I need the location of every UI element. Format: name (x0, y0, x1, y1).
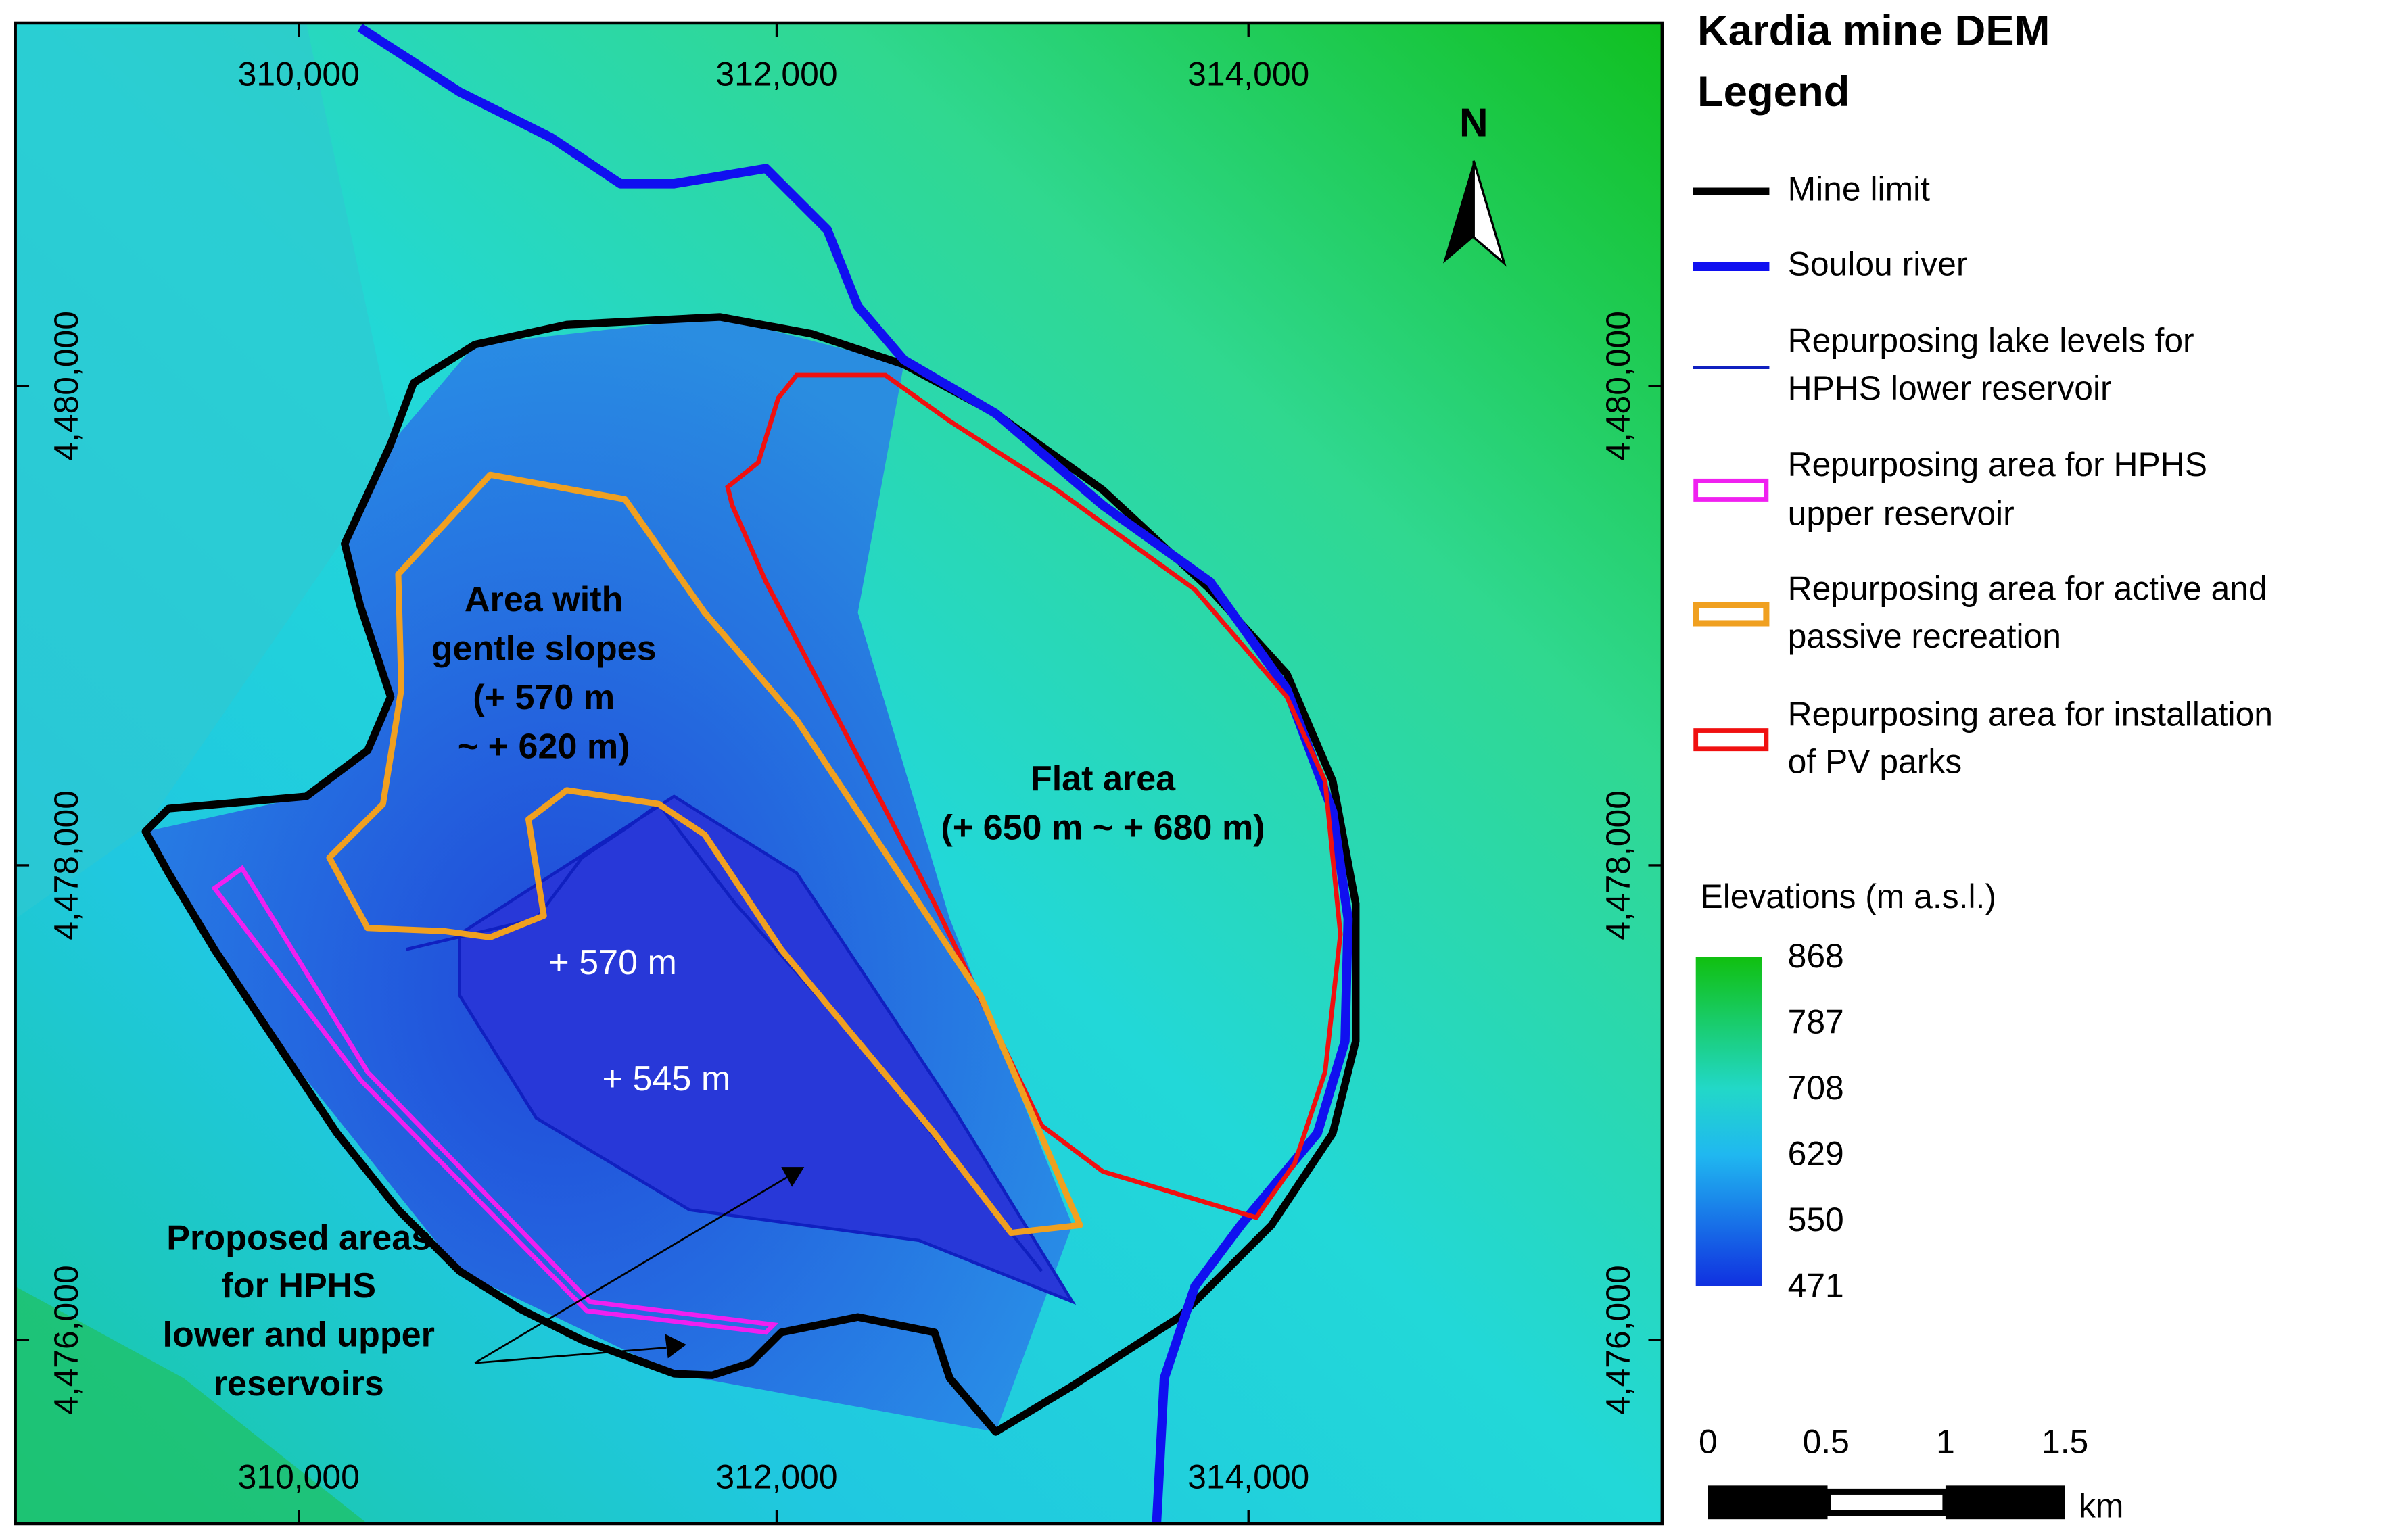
scale-unit: km (2079, 1487, 2123, 1524)
soulou-river (357, 24, 1353, 1524)
colorbar-label: 550 (1788, 1201, 1844, 1238)
legend-label: Repurposing area for installation (1788, 695, 2273, 733)
x-tick-label: 312,000 (715, 55, 837, 93)
map-annotation: Flat area (1031, 759, 1176, 798)
y-tick-label: 4,480,000 (47, 311, 85, 461)
x-tick-label: 310,000 (238, 1458, 360, 1495)
legend-swatch (1693, 478, 1769, 502)
colorbar-label: 629 (1788, 1134, 1844, 1172)
annotation-arrow (475, 1347, 667, 1364)
scale-label: 0 (1699, 1422, 1718, 1460)
scale-label: 1 (1936, 1422, 1955, 1460)
map-annotation: for HPHS (221, 1266, 376, 1305)
legend-label: upper reservoir (1788, 495, 2015, 533)
legend-label: passive recreation (1788, 617, 2061, 655)
legend-label: Repurposing area for HPHS (1788, 446, 2207, 483)
legend-label: Repurposing area for active and (1788, 570, 2267, 608)
mine-limit (141, 313, 1360, 1436)
annotation-arrow (474, 1175, 790, 1364)
north-label: N (1459, 101, 1488, 145)
map-annotation: Area with (465, 580, 623, 619)
dem-southwest (15, 1286, 368, 1524)
map-annotation: + 545 m (603, 1059, 731, 1099)
lake-level-line (458, 794, 1077, 1305)
x-tick-label: 310,000 (238, 55, 360, 93)
pv-parks-area (725, 372, 1343, 1220)
colorbar-label: 471 (1788, 1266, 1844, 1304)
scale-bar-segment (1708, 1485, 1828, 1520)
legend-swatch (1693, 728, 1769, 752)
colorbar-label: 868 (1788, 937, 1844, 975)
y-tick-label: 4,478,000 (1599, 790, 1637, 940)
legend-label: Soulou river (1788, 245, 1968, 283)
dem-west (15, 22, 398, 919)
y-tick-label: 4,476,000 (47, 1265, 85, 1415)
legend-title: Legend (1697, 68, 1850, 116)
colorbar-label: 787 (1788, 1003, 1844, 1041)
y-tick-label: 4,478,000 (47, 790, 85, 940)
pit-bottom (459, 796, 1073, 1302)
colorbar-label: 708 (1788, 1069, 1844, 1107)
y-tick-label: 4,480,000 (1599, 311, 1637, 461)
scale-label: 1.5 (2042, 1422, 2088, 1460)
map-annotation: (+ 570 m (473, 678, 615, 717)
x-tick-label: 312,000 (715, 1458, 837, 1495)
map-annotation: ~ + 620 m) (458, 727, 630, 767)
north-arrow (1472, 160, 1507, 267)
x-tick-label: 314,000 (1187, 55, 1309, 93)
map-annotation: Proposed areas (166, 1219, 431, 1258)
legend-swatch (1693, 602, 1770, 627)
y-tick-label: 4,476,000 (1599, 1265, 1637, 1415)
legend-label: HPHS lower reservoir (1788, 369, 2112, 407)
map-frame (14, 21, 1664, 1526)
legend-title: Kardia mine DEM (1697, 7, 2050, 55)
legend-label: of PV parks (1788, 743, 1962, 781)
map-annotation: reservoirs (214, 1364, 384, 1403)
legend-label: Mine limit (1788, 170, 1931, 208)
legend-label: Repurposing lake levels for (1788, 322, 2194, 360)
arrow-head (665, 1334, 686, 1359)
upper-reservoir-area (211, 865, 779, 1335)
map-annotation: (+ 650 m ~ + 680 m) (941, 809, 1265, 848)
scale-bar-segment (1945, 1485, 2065, 1520)
colorbar-title: Elevations (m a.s.l.) (1700, 877, 1996, 915)
map-annotation: gentle slopes (431, 629, 657, 669)
scale-label: 0.5 (1803, 1422, 1850, 1460)
recreation-area (326, 471, 1083, 1236)
map-annotation: + 570 m (548, 943, 677, 982)
scale-bar-segment (1824, 1488, 1949, 1516)
map-annotation: lower and upper (163, 1315, 435, 1354)
x-tick-label: 314,000 (1187, 1458, 1309, 1495)
arrow-head (781, 1167, 805, 1187)
colorbar (1695, 957, 1762, 1286)
